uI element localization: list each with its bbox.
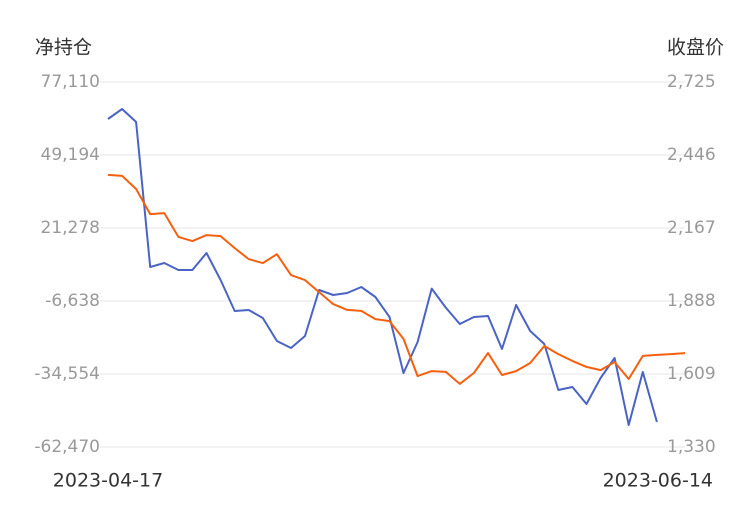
y-tick-label: -62,470: [34, 437, 100, 457]
y2-tick-label: 2,446: [667, 145, 716, 165]
y2-tick-label: 1,888: [667, 291, 716, 311]
y-tick-label: 21,278: [41, 218, 100, 238]
y-tick-label: -34,554: [34, 364, 100, 384]
y2-tick-label: 1,609: [667, 364, 716, 384]
y2-axis-title: 收盘价: [667, 37, 724, 59]
y-axis-title: 净持仓: [35, 37, 92, 59]
y2-tick-label: 2,167: [667, 218, 716, 238]
y-tick-label: 77,110: [41, 72, 100, 92]
y2-tick-label: 2,725: [667, 72, 716, 92]
y2-tick-label: 1,330: [667, 437, 716, 457]
series-line: [107, 173, 686, 385]
x-tick-label: 2023-06-14: [603, 470, 713, 492]
x-tick-label: 2023-04-17: [53, 470, 163, 492]
y-tick-label: -6,638: [45, 291, 100, 311]
series-line: [107, 108, 658, 426]
y-tick-label: 49,194: [41, 145, 100, 165]
